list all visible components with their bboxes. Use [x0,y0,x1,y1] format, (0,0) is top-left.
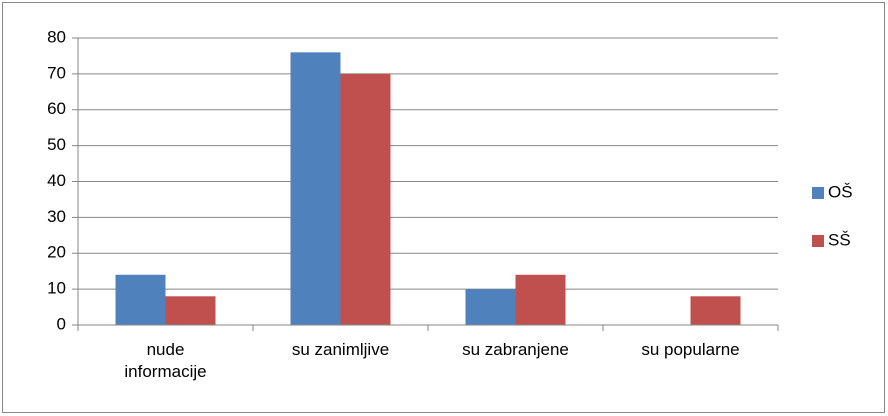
y-tick-label: 80 [47,27,66,46]
bar [690,296,741,325]
bar [165,296,216,325]
legend-label: OŠ [828,182,853,201]
y-tick-label: 70 [47,63,66,82]
bar [290,52,341,325]
legend-swatch [812,235,824,247]
x-tick-label: su popularne [641,340,740,359]
x-tick-label: su zanimljive [291,340,390,359]
bar [115,274,166,325]
bar [515,274,566,325]
y-tick-label: 0 [57,314,66,333]
legend-label: SŠ [828,230,851,249]
legend-swatch [812,187,824,199]
y-tick-label: 40 [47,171,66,190]
y-tick-label: 20 [47,243,66,262]
x-tick-label: su zabranjene [462,340,569,359]
y-tick-label: 50 [47,135,66,154]
y-tick-label: 60 [47,99,66,118]
bar [465,289,516,325]
y-tick-label: 10 [47,279,66,298]
x-tick-label: nude informacije [124,340,207,381]
y-tick-label: 30 [47,207,66,226]
bar [340,73,391,325]
